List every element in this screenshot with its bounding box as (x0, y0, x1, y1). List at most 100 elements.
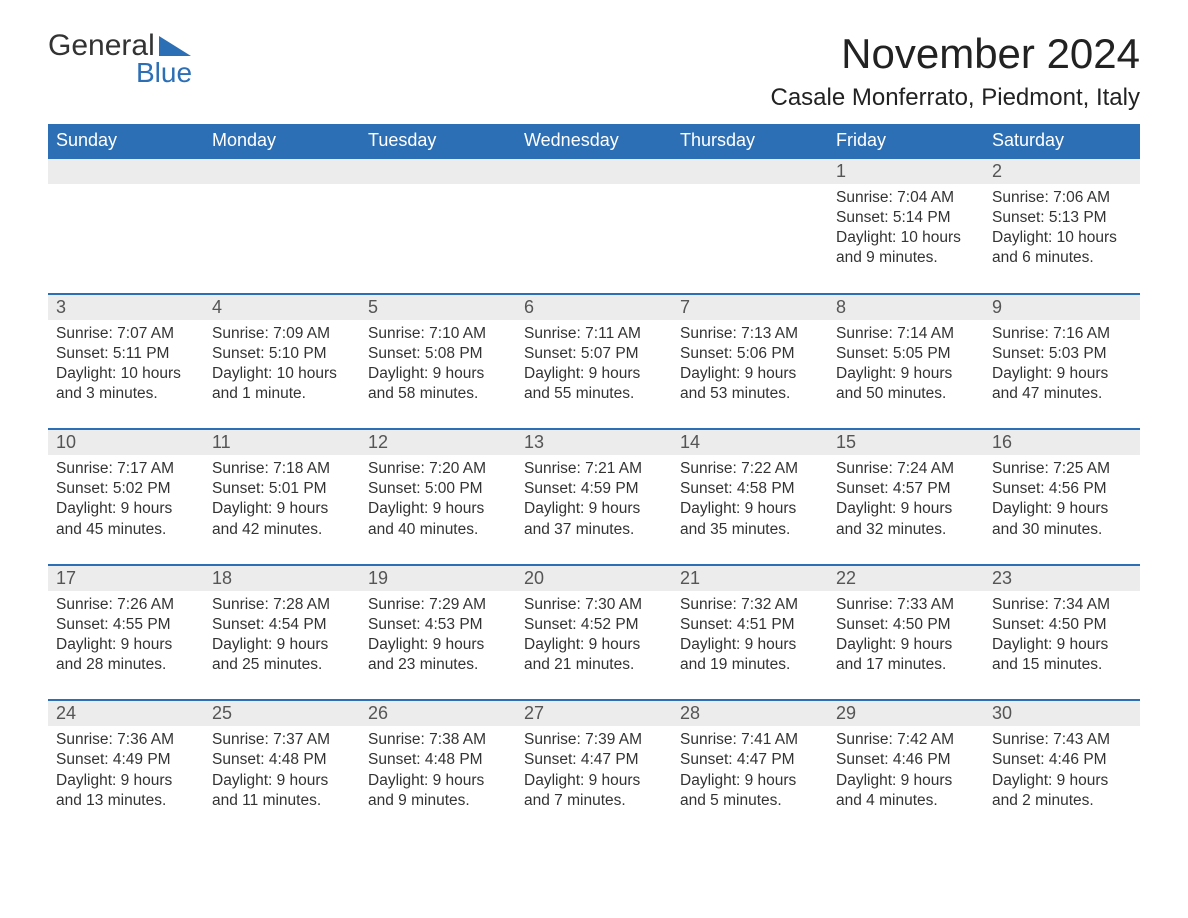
day-detail-row: Sunrise: 7:07 AMSunset: 5:11 PMDaylight:… (48, 320, 1140, 430)
day-detail-cell: Sunrise: 7:20 AMSunset: 5:00 PMDaylight:… (360, 455, 516, 565)
sunrise-text: Sunrise: 7:39 AM (524, 730, 664, 750)
day-number-cell: 16 (984, 429, 1140, 455)
day-number-cell: 5 (360, 294, 516, 320)
daylight-text: Daylight: 10 hours and 6 minutes. (992, 228, 1132, 268)
calendar-table: Sunday Monday Tuesday Wednesday Thursday… (48, 124, 1140, 835)
daylight-text: Daylight: 9 hours and 28 minutes. (56, 635, 196, 675)
sunrise-text: Sunrise: 7:37 AM (212, 730, 352, 750)
day-number-cell: 11 (204, 429, 360, 455)
day-number-cell: 12 (360, 429, 516, 455)
sunset-text: Sunset: 4:49 PM (56, 750, 196, 770)
sunset-text: Sunset: 5:02 PM (56, 479, 196, 499)
daylight-text: Daylight: 9 hours and 7 minutes. (524, 771, 664, 811)
daylight-text: Daylight: 9 hours and 11 minutes. (212, 771, 352, 811)
day-detail-row: Sunrise: 7:04 AMSunset: 5:14 PMDaylight:… (48, 184, 1140, 294)
day-number-row: 3456789 (48, 294, 1140, 320)
daylight-text: Daylight: 9 hours and 58 minutes. (368, 364, 508, 404)
sunset-text: Sunset: 5:00 PM (368, 479, 508, 499)
day-number-cell: 6 (516, 294, 672, 320)
day-detail-cell: Sunrise: 7:13 AMSunset: 5:06 PMDaylight:… (672, 320, 828, 430)
sunrise-text: Sunrise: 7:09 AM (212, 324, 352, 344)
sunset-text: Sunset: 4:51 PM (680, 615, 820, 635)
day-detail-cell: Sunrise: 7:34 AMSunset: 4:50 PMDaylight:… (984, 591, 1140, 701)
sunset-text: Sunset: 5:07 PM (524, 344, 664, 364)
day-number-cell (360, 158, 516, 184)
day-number-row: 17181920212223 (48, 565, 1140, 591)
day-detail-cell: Sunrise: 7:29 AMSunset: 4:53 PMDaylight:… (360, 591, 516, 701)
logo-text-blue: Blue (136, 58, 192, 87)
day-detail-cell: Sunrise: 7:32 AMSunset: 4:51 PMDaylight:… (672, 591, 828, 701)
day-detail-cell (672, 184, 828, 294)
day-number-cell: 19 (360, 565, 516, 591)
day-detail-cell: Sunrise: 7:22 AMSunset: 4:58 PMDaylight:… (672, 455, 828, 565)
day-detail-cell: Sunrise: 7:25 AMSunset: 4:56 PMDaylight:… (984, 455, 1140, 565)
day-number-cell: 28 (672, 700, 828, 726)
day-number-cell: 22 (828, 565, 984, 591)
day-detail-cell: Sunrise: 7:06 AMSunset: 5:13 PMDaylight:… (984, 184, 1140, 294)
daylight-text: Daylight: 10 hours and 1 minute. (212, 364, 352, 404)
sunset-text: Sunset: 4:55 PM (56, 615, 196, 635)
daylight-text: Daylight: 9 hours and 21 minutes. (524, 635, 664, 675)
title-block: November 2024 Casale Monferrato, Piedmon… (770, 30, 1140, 112)
daylight-text: Daylight: 9 hours and 9 minutes. (368, 771, 508, 811)
weekday-header: Wednesday (516, 124, 672, 158)
logo-triangle-icon (159, 36, 191, 56)
day-detail-cell: Sunrise: 7:17 AMSunset: 5:02 PMDaylight:… (48, 455, 204, 565)
sunset-text: Sunset: 5:13 PM (992, 208, 1132, 228)
sunrise-text: Sunrise: 7:42 AM (836, 730, 976, 750)
daylight-text: Daylight: 9 hours and 47 minutes. (992, 364, 1132, 404)
sunset-text: Sunset: 4:50 PM (836, 615, 976, 635)
daylight-text: Daylight: 9 hours and 37 minutes. (524, 499, 664, 539)
sunrise-text: Sunrise: 7:25 AM (992, 459, 1132, 479)
day-number-cell: 20 (516, 565, 672, 591)
sunset-text: Sunset: 4:58 PM (680, 479, 820, 499)
sunset-text: Sunset: 4:56 PM (992, 479, 1132, 499)
day-detail-cell: Sunrise: 7:28 AMSunset: 4:54 PMDaylight:… (204, 591, 360, 701)
day-number-cell: 10 (48, 429, 204, 455)
sunset-text: Sunset: 4:50 PM (992, 615, 1132, 635)
day-number-cell: 25 (204, 700, 360, 726)
day-number-cell: 30 (984, 700, 1140, 726)
sunset-text: Sunset: 5:01 PM (212, 479, 352, 499)
day-detail-cell: Sunrise: 7:07 AMSunset: 5:11 PMDaylight:… (48, 320, 204, 430)
day-detail-cell (516, 184, 672, 294)
sunset-text: Sunset: 4:47 PM (524, 750, 664, 770)
sunrise-text: Sunrise: 7:24 AM (836, 459, 976, 479)
day-detail-cell: Sunrise: 7:10 AMSunset: 5:08 PMDaylight:… (360, 320, 516, 430)
day-detail-cell: Sunrise: 7:14 AMSunset: 5:05 PMDaylight:… (828, 320, 984, 430)
location-subtitle: Casale Monferrato, Piedmont, Italy (770, 84, 1140, 112)
daylight-text: Daylight: 9 hours and 50 minutes. (836, 364, 976, 404)
day-detail-cell: Sunrise: 7:24 AMSunset: 4:57 PMDaylight:… (828, 455, 984, 565)
day-number-cell: 4 (204, 294, 360, 320)
daylight-text: Daylight: 9 hours and 40 minutes. (368, 499, 508, 539)
daylight-text: Daylight: 9 hours and 42 minutes. (212, 499, 352, 539)
daylight-text: Daylight: 9 hours and 4 minutes. (836, 771, 976, 811)
day-number-row: 10111213141516 (48, 429, 1140, 455)
day-detail-cell: Sunrise: 7:42 AMSunset: 4:46 PMDaylight:… (828, 726, 984, 835)
day-detail-cell: Sunrise: 7:41 AMSunset: 4:47 PMDaylight:… (672, 726, 828, 835)
sunrise-text: Sunrise: 7:06 AM (992, 188, 1132, 208)
sunrise-text: Sunrise: 7:14 AM (836, 324, 976, 344)
day-detail-row: Sunrise: 7:17 AMSunset: 5:02 PMDaylight:… (48, 455, 1140, 565)
day-detail-cell: Sunrise: 7:09 AMSunset: 5:10 PMDaylight:… (204, 320, 360, 430)
weekday-header: Friday (828, 124, 984, 158)
day-number-cell: 27 (516, 700, 672, 726)
daylight-text: Daylight: 9 hours and 2 minutes. (992, 771, 1132, 811)
weekday-header: Thursday (672, 124, 828, 158)
daylight-text: Daylight: 9 hours and 32 minutes. (836, 499, 976, 539)
day-number-row: 12 (48, 158, 1140, 184)
sunrise-text: Sunrise: 7:26 AM (56, 595, 196, 615)
day-number-cell: 24 (48, 700, 204, 726)
sunset-text: Sunset: 5:10 PM (212, 344, 352, 364)
day-detail-row: Sunrise: 7:36 AMSunset: 4:49 PMDaylight:… (48, 726, 1140, 835)
day-detail-cell: Sunrise: 7:36 AMSunset: 4:49 PMDaylight:… (48, 726, 204, 835)
sunset-text: Sunset: 4:54 PM (212, 615, 352, 635)
day-number-row: 24252627282930 (48, 700, 1140, 726)
day-number-cell: 3 (48, 294, 204, 320)
day-number-cell: 1 (828, 158, 984, 184)
day-detail-cell: Sunrise: 7:11 AMSunset: 5:07 PMDaylight:… (516, 320, 672, 430)
day-number-cell (204, 158, 360, 184)
sunrise-text: Sunrise: 7:38 AM (368, 730, 508, 750)
sunrise-text: Sunrise: 7:04 AM (836, 188, 976, 208)
day-number-cell: 18 (204, 565, 360, 591)
